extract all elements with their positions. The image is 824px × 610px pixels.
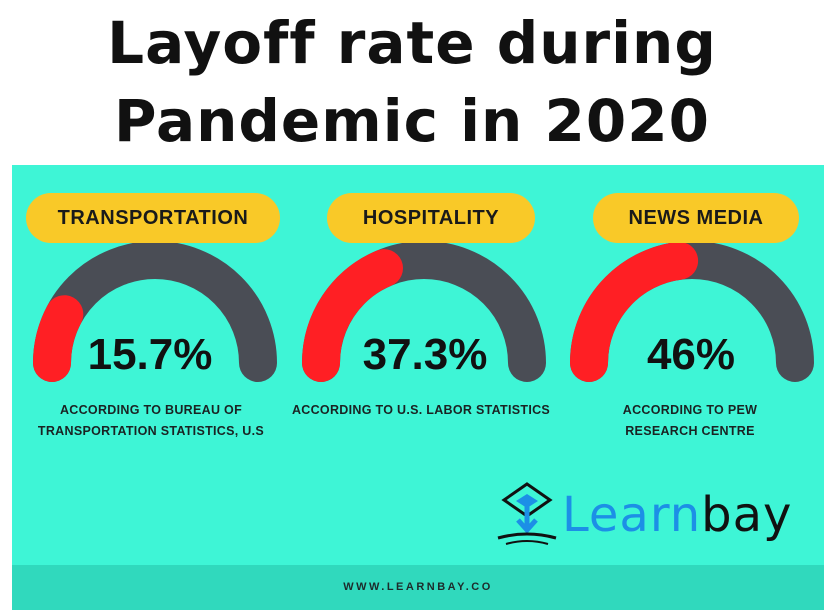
brand-logo: Learnbay xyxy=(492,480,812,550)
title-line-1: Layoff rate during xyxy=(107,9,717,77)
category-label: TRANSPORTATION xyxy=(57,207,249,229)
source-note-transportation: ACCORDING TO BUREAU OF TRANSPORTATION ST… xyxy=(37,403,265,438)
brand-word-part-2: bay xyxy=(701,487,793,543)
source-note-hospitality: ACCORDING TO U.S. LABOR STATISTICS xyxy=(291,403,551,417)
gauge-fill-transportation xyxy=(33,295,84,382)
page-title: Layoff rate during Pandemic in 2020 xyxy=(0,0,824,160)
learnbay-logo-icon xyxy=(497,482,557,545)
source-note-news-media: ACCORDING TO PEW RESEARCH CENTRE xyxy=(622,403,758,438)
category-pill-hospitality: HOSPITALITY xyxy=(327,193,535,243)
category-label: NEWS MEDIA xyxy=(628,207,764,229)
value-label-transportation: 15.7% xyxy=(87,330,213,379)
gauge-fill-news-media xyxy=(570,241,699,382)
brand-word-part-1: Learn xyxy=(562,487,702,543)
category-pill-transportation: TRANSPORTATION xyxy=(26,193,280,243)
title-line-2: Pandemic in 2020 xyxy=(114,87,710,155)
value-label-news-media: 46% xyxy=(646,330,736,379)
category-pill-news-media: NEWS MEDIA xyxy=(593,193,799,243)
value-label-hospitality: 37.3% xyxy=(362,330,488,379)
gauge-fill-hospitality xyxy=(302,249,403,382)
category-label: HOSPITALITY xyxy=(362,207,500,229)
brand-wordmark: Learnbay xyxy=(562,480,792,550)
footer-url: WWW.LEARNBAY.CO xyxy=(12,565,824,610)
